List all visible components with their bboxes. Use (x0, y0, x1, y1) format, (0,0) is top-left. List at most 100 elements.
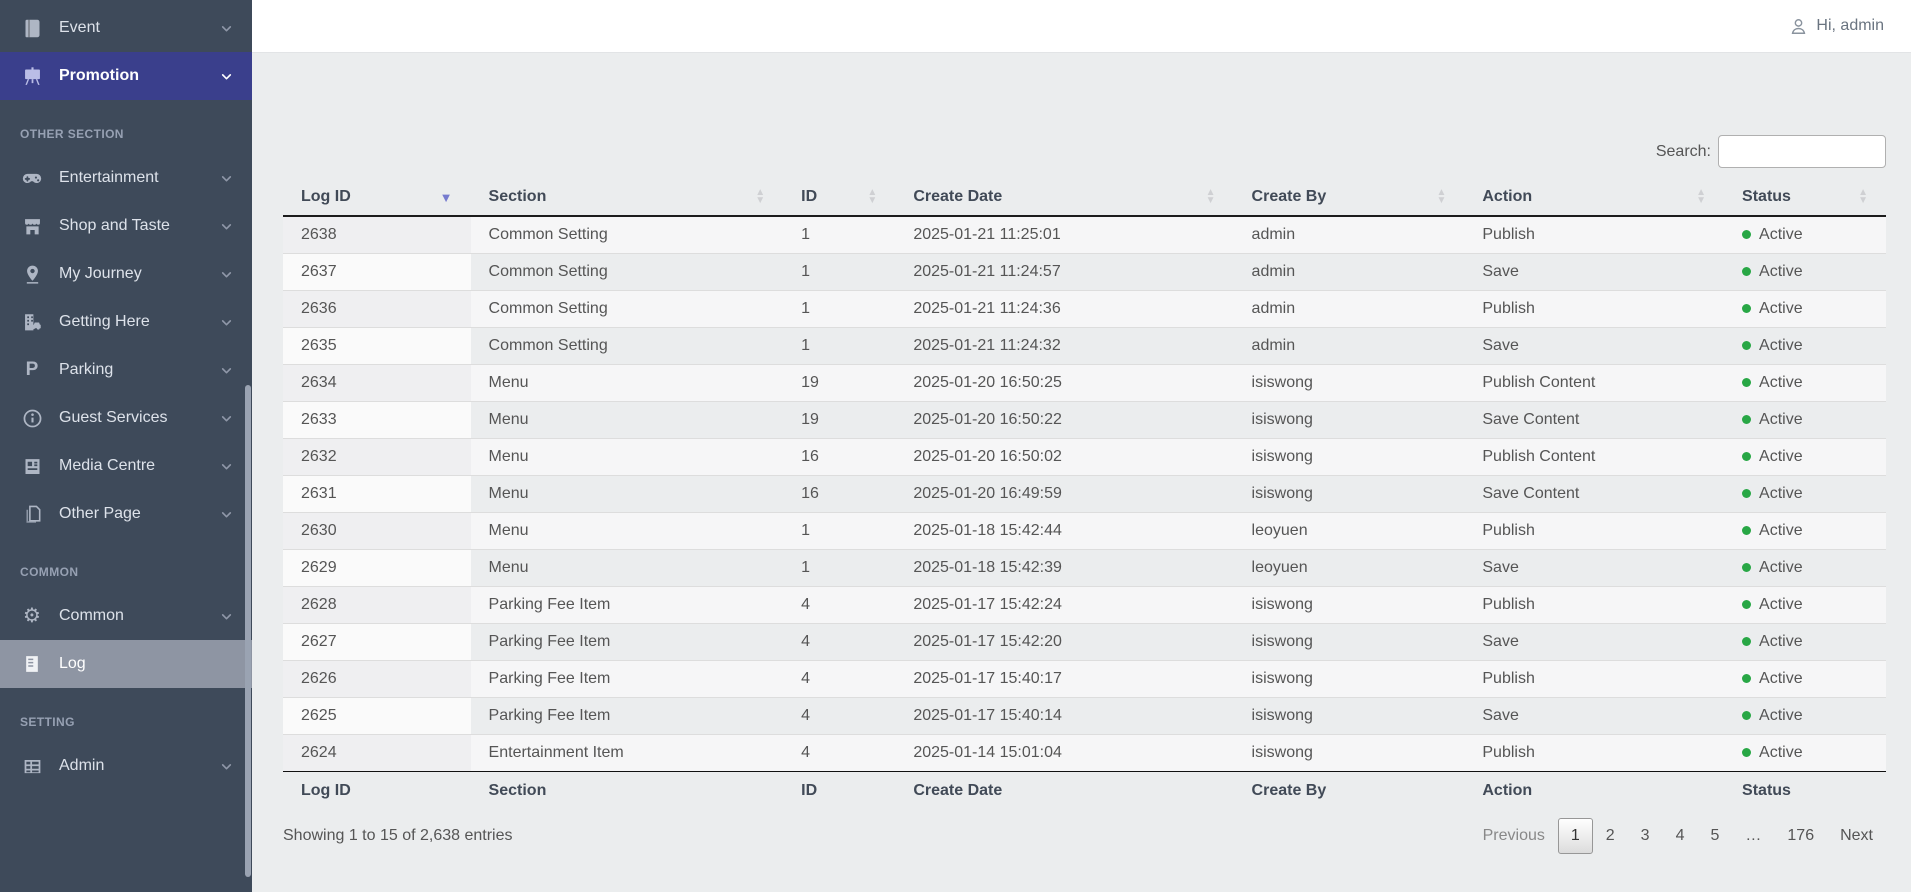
sort-desc-icon: ▼ (439, 189, 453, 205)
column-header-action[interactable]: Action ▲ ▼ (1464, 181, 1725, 217)
table-cell: Publish (1464, 216, 1725, 254)
column-label: Section (488, 188, 547, 205)
footer-column-action: Action (1482, 782, 1533, 799)
table-cell: 1 (783, 290, 896, 328)
search-input[interactable] (1718, 135, 1886, 168)
column-header-id[interactable]: ID ▲ ▼ (783, 181, 896, 217)
sidebar-item-label: Shop and Taste (59, 217, 170, 234)
table-cell: Parking Fee Item (470, 660, 784, 698)
sidebar-item-parking[interactable]: P Parking (0, 346, 252, 394)
status-dot-icon (1742, 452, 1752, 461)
pagination-page-176[interactable]: 176 (1787, 827, 1815, 844)
table-cell: admin (1233, 253, 1465, 291)
status-cell: Active (1724, 734, 1886, 772)
status-cell: Active (1724, 364, 1886, 402)
sidebar-item-event[interactable]: Event (0, 4, 252, 52)
footer-column-status: Status (1742, 782, 1791, 799)
log-icon (20, 652, 44, 676)
sidebar-item-admin[interactable]: Admin (0, 742, 252, 790)
sidebar-item-log[interactable]: Log (0, 640, 252, 688)
sidebar-item-my-journey[interactable]: My Journey (0, 250, 252, 298)
sidebar-section-label: SETTING (20, 715, 75, 729)
parking-icon: P (25, 359, 39, 380)
table-head: Log ID ▼ Section ▲ ▼ ID ▲ ▼ Create Date ▲ ▼ Cre… (283, 181, 1886, 217)
sidebar-item-label: Getting Here (59, 313, 150, 330)
status-dot-icon (1742, 415, 1752, 424)
sidebar-item-entertainment[interactable]: Entertainment (0, 154, 252, 202)
column-header-status[interactable]: Status ▲ ▼ (1724, 181, 1886, 217)
table-cell: leoyuen (1233, 549, 1465, 587)
person-icon (1789, 17, 1808, 36)
table-cell: Save (1464, 549, 1725, 587)
table-cell: 4 (783, 623, 896, 661)
pagination-page-3[interactable]: 3 (1640, 827, 1650, 844)
sidebar-item-getting-here[interactable]: Getting Here (0, 298, 252, 346)
table-cell: 2631 (283, 475, 471, 513)
chevron-down-icon (221, 763, 232, 769)
sidebar-scrollbar[interactable] (245, 385, 251, 877)
status-dot-icon (1742, 526, 1752, 535)
table-cell: 2627 (283, 623, 471, 661)
topbar: Hi, admin (252, 0, 1911, 53)
sidebar-item-label: Log (59, 655, 86, 672)
status-dot-icon (1742, 267, 1752, 276)
sidebar-item-promotion[interactable]: Promotion (0, 52, 252, 100)
table-row: 2626 Parking Fee Item 4 2025-01-17 15:40:17… (283, 660, 1886, 698)
table-cell: 2025-01-21 11:24:36 (895, 290, 1234, 328)
status-cell: Active (1724, 216, 1886, 254)
user-greeting[interactable]: Hi, admin (1816, 17, 1884, 34)
table-foot: Log ID Section ID Create Date Create By Actio… (283, 772, 1886, 810)
sidebar: Event Promotion OTHER SECTION Entertainm… (0, 0, 252, 892)
status-cell: Active (1724, 549, 1886, 587)
column-label: Create By (1251, 188, 1327, 205)
table-cell: 2025-01-17 15:40:17 (895, 660, 1234, 698)
table-cell: 2025-01-20 16:50:25 (895, 364, 1234, 402)
pagination-next[interactable]: Next (1840, 827, 1873, 844)
column-header-log-id[interactable]: Log ID ▼ (283, 181, 471, 217)
table-row: 2632 Menu 16 2025-01-20 16:50:02 isiswong Pub… (283, 438, 1886, 476)
column-label: Log ID (301, 188, 351, 205)
pagination-page-4[interactable]: 4 (1675, 827, 1685, 844)
chevron-down-icon (221, 367, 232, 373)
table-header-row: Log ID ▼ Section ▲ ▼ ID ▲ ▼ Create Date ▲ ▼ Cre… (283, 181, 1886, 217)
search-row: Search: (283, 135, 1886, 168)
table-cell: 4 (783, 697, 896, 735)
table-cell: 1 (783, 216, 896, 254)
pagination-previous[interactable]: Previous (1482, 827, 1545, 844)
sort-both-icon: ▲ ▼ (1436, 187, 1447, 206)
pagination-page-5[interactable]: 5 (1710, 827, 1720, 844)
status-dot-icon (1742, 563, 1752, 572)
table-cell: admin (1233, 216, 1465, 254)
pages-icon (20, 502, 44, 526)
table-cell: isiswong (1233, 438, 1465, 476)
table-row: 2637 Common Setting 1 2025-01-21 11:24:57 ad… (283, 253, 1886, 291)
sidebar-item-label: Guest Services (59, 409, 168, 426)
sidebar-item-shop-and-taste[interactable]: Shop and Taste (0, 202, 252, 250)
sidebar-item-other-page[interactable]: Other Page (0, 490, 252, 538)
table-cell: 2025-01-21 11:24:57 (895, 253, 1234, 291)
sort-both-icon: ▲ ▼ (1696, 187, 1707, 206)
table-row: 2627 Parking Fee Item 4 2025-01-17 15:42:20… (283, 623, 1886, 661)
sidebar-item-guest-services[interactable]: Guest Services (0, 394, 252, 442)
sort-both-icon: ▲ ▼ (867, 187, 878, 206)
table-cell: 4 (783, 660, 896, 698)
table-row: 2638 Common Setting 1 2025-01-21 11:25:01 ad… (283, 216, 1886, 254)
shop-icon (20, 214, 44, 238)
sidebar-item-common[interactable]: ⚙ Common (0, 592, 252, 640)
table-cell: 1 (783, 253, 896, 291)
sidebar-item-media-centre[interactable]: Media Centre (0, 442, 252, 490)
column-header-create-date[interactable]: Create Date ▲ ▼ (895, 181, 1234, 217)
table-cell: isiswong (1233, 401, 1465, 439)
table-row: 2625 Parking Fee Item 4 2025-01-17 15:40:14… (283, 697, 1886, 735)
table-cell: 2633 (283, 401, 471, 439)
column-header-create-by[interactable]: Create By ▲ ▼ (1233, 181, 1465, 217)
table-cell: 2635 (283, 327, 471, 365)
pagination-page-2[interactable]: 2 (1605, 827, 1615, 844)
chevron-down-icon (221, 613, 232, 619)
pagination-page-1[interactable]: 1 (1557, 818, 1593, 854)
status-cell: Active (1724, 623, 1886, 661)
column-header-section[interactable]: Section ▲ ▼ (470, 181, 784, 217)
table-cell: 4 (783, 734, 896, 772)
chevron-down-icon (221, 25, 232, 31)
table-body: 2638 Common Setting 1 2025-01-21 11:25:01 ad… (283, 216, 1886, 772)
